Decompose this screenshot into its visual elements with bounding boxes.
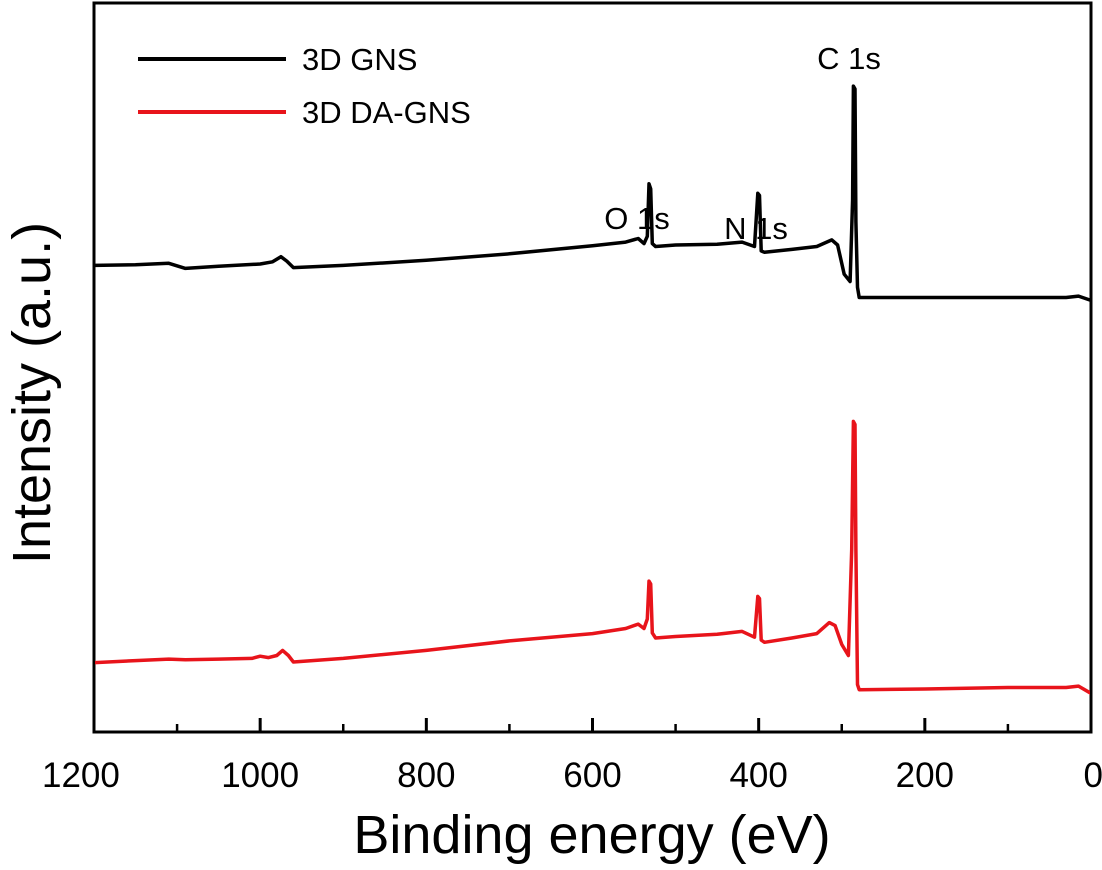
- legend-label-3d-gns: 3D GNS: [302, 42, 417, 77]
- x-tick-label-1200: 1200: [42, 756, 120, 795]
- x-axis-ticks: [92, 718, 1093, 732]
- series-line-3d-da-gns: [95, 419, 1090, 695]
- peak-label-c1s: C 1s: [817, 41, 881, 76]
- y-axis-title: Intensity (a.u.): [2, 222, 62, 564]
- x-axis-title: Binding energy (eV): [353, 805, 830, 865]
- x-axis-tick-labels: 1200 1000 800 600 400 200 0: [42, 756, 1102, 795]
- series-line-3d-gns: [95, 84, 1090, 302]
- x-tick-label-1000: 1000: [221, 756, 299, 795]
- legend-label-3d-da-gns: 3D DA-GNS: [302, 95, 471, 130]
- x-tick-label-800: 800: [397, 756, 455, 795]
- x-tick-label-200: 200: [896, 756, 954, 795]
- x-tick-label-0: 0: [1084, 756, 1102, 795]
- legend: 3D GNS 3D DA-GNS: [138, 42, 471, 130]
- x-tick-label-400: 400: [729, 756, 787, 795]
- peak-label-o1s: O 1s: [604, 201, 669, 236]
- peak-label-n1s: N 1s: [724, 211, 788, 246]
- x-tick-label-600: 600: [563, 756, 621, 795]
- series-layer: [95, 84, 1090, 695]
